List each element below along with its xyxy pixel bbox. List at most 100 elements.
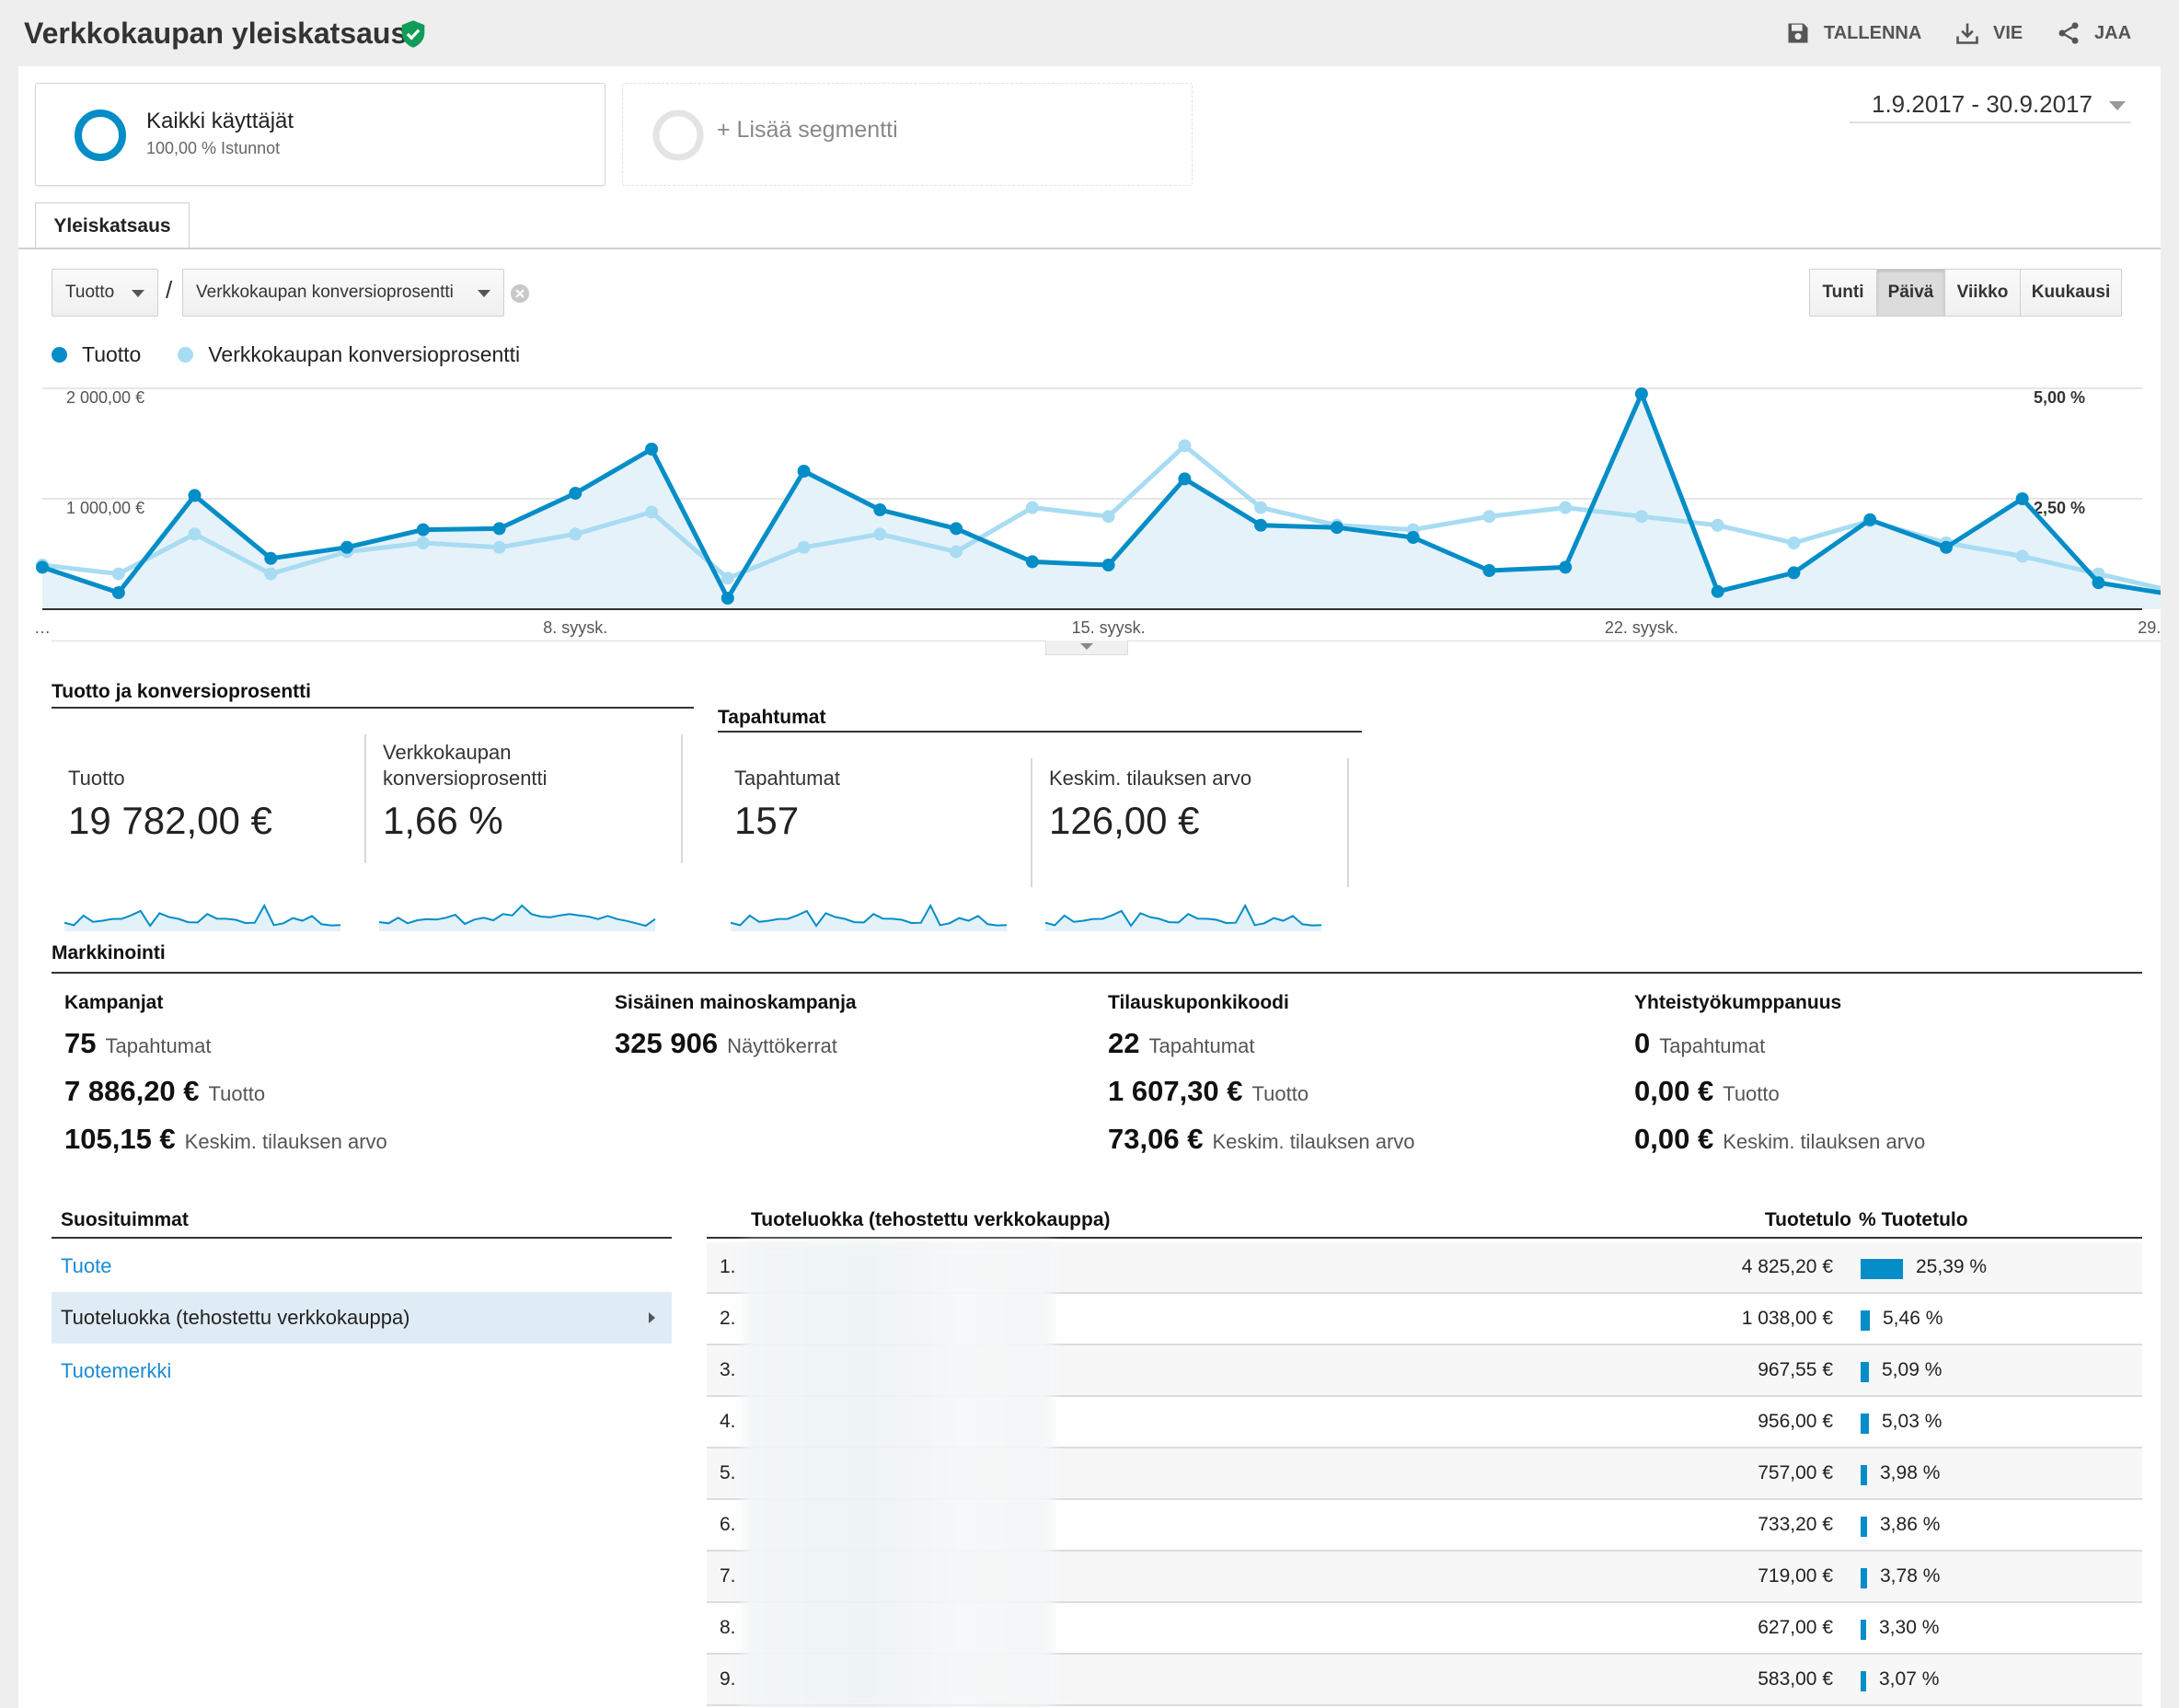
y-axis-left-tick-label: 1 000,00 € xyxy=(66,499,144,517)
tab-overview[interactable]: Yleiskatsaus xyxy=(35,202,190,248)
row-percent: 5,03 % xyxy=(1882,1411,1943,1432)
marketing-stat-value: 73,06 € xyxy=(1108,1123,1204,1155)
data-point-revenue xyxy=(721,592,734,605)
download-icon xyxy=(1956,23,1978,44)
add-segment-button[interactable]: + Lisää segmentti xyxy=(622,83,1193,186)
marketing-stat-value: 7 886,20 € xyxy=(64,1075,200,1107)
data-point-conversion xyxy=(416,537,430,549)
table-row[interactable]: 4. 956,00 € 5,03 % xyxy=(707,1397,2142,1448)
share-icon xyxy=(2058,22,2079,44)
x-axis-tick-label: … xyxy=(34,618,51,637)
marketing-stat-label: Tuotto xyxy=(1251,1082,1309,1105)
data-point-revenue xyxy=(264,551,278,565)
data-point-conversion xyxy=(188,527,202,541)
scorecard-transactions[interactable]: Tapahtumat 157 xyxy=(718,744,1031,955)
scorecard-label: Verkkokaupan konversioprosentti xyxy=(383,741,548,790)
scorecard-label: Keskim. tilauksen arvo xyxy=(1049,767,1252,790)
top-list-item-label: Tuoteluokka (tehostettu verkkokauppa) xyxy=(61,1306,410,1329)
data-point-conversion xyxy=(950,545,963,559)
table-header-percent[interactable]: % Tuotetulo xyxy=(1859,1209,1968,1230)
scorecard-divider xyxy=(1347,758,1349,887)
granularity-day-button[interactable]: Päivä xyxy=(1876,270,1944,316)
table-row[interactable]: 2. 1 038,00 € 5,46 % xyxy=(707,1294,2142,1345)
marketing-stat-label: Tuotto xyxy=(208,1082,266,1105)
row-percent-bar xyxy=(1861,1259,1903,1279)
data-point-revenue xyxy=(1101,559,1115,571)
data-point-revenue xyxy=(1559,560,1573,574)
share-button[interactable]: JAA xyxy=(2056,18,2131,48)
granularity-month-button[interactable]: Kuukausi xyxy=(2020,270,2121,316)
marketing-stat-value: 0 xyxy=(1634,1027,1651,1059)
scorecard-value: 1,66 % xyxy=(383,799,503,842)
table-header-category[interactable]: Tuoteluokka (tehostettu verkkokauppa) xyxy=(751,1209,1111,1230)
marketing-stat: 105,15 € Keskim. tilauksen arvo xyxy=(64,1123,387,1171)
segment-all-users[interactable]: Kaikki käyttäjät 100,00 % Istunnot xyxy=(35,83,605,186)
row-index: 1. xyxy=(720,1256,736,1277)
legend-item-revenue[interactable]: Tuotto xyxy=(52,342,141,367)
legend-item-conversion[interactable]: Verkkokaupan konversioprosentti xyxy=(178,342,520,367)
row-percent: 3,98 % xyxy=(1880,1462,1941,1483)
export-button[interactable]: VIE xyxy=(1954,18,2023,48)
table-row[interactable]: 8. 627,00 € 3,30 % xyxy=(707,1603,2142,1655)
data-point-revenue xyxy=(1482,564,1496,577)
data-point-revenue xyxy=(1940,540,1953,554)
chart-collapse-handle[interactable] xyxy=(1045,640,1128,655)
data-point-revenue xyxy=(1634,387,1648,400)
legend-dot-conversion xyxy=(178,347,194,363)
share-label: JAA xyxy=(2094,22,2132,43)
data-point-conversion xyxy=(1178,439,1192,453)
marketing-stat-label: Keskim. tilauksen arvo xyxy=(1212,1130,1415,1153)
scorecard-revenue[interactable]: Tuotto 19 782,00 € xyxy=(52,744,366,955)
segment-ring-icon xyxy=(75,110,126,161)
marketing-col-title: Yhteistyökumppanuus xyxy=(1634,992,1842,1013)
data-point-conversion xyxy=(1634,510,1648,524)
marketing-stat-value: 105,15 € xyxy=(64,1123,176,1155)
row-index: 2. xyxy=(720,1308,736,1329)
row-revenue: 627,00 € xyxy=(1758,1617,1833,1638)
table-row[interactable]: 6. 733,20 € 3,86 % xyxy=(707,1500,2142,1552)
secondary-metric-select[interactable]: Verkkokaupan konversioprosentti xyxy=(182,269,504,317)
marketing-stat-label: Keskim. tilauksen arvo xyxy=(184,1130,387,1153)
data-point-revenue xyxy=(416,523,430,537)
data-point-revenue xyxy=(873,503,887,516)
row-index: 6. xyxy=(720,1514,736,1535)
x-axis-tick-label: 29. syysk. xyxy=(2138,618,2161,637)
scorecard-conversion-rate[interactable]: Verkkokaupan konversioprosentti 1,66 % xyxy=(366,741,688,955)
time-granularity-toggle: Tunti Päivä Viikko Kuukausi xyxy=(1809,269,2122,317)
row-percent-bar xyxy=(1861,1362,1869,1382)
marketing-stat-label: Tuotto xyxy=(1723,1082,1780,1105)
top-list-item-product-category[interactable]: Tuoteluokka (tehostettu verkkokauppa) xyxy=(52,1292,672,1344)
date-range-picker[interactable]: 1.9.2017 - 30.9.2017 xyxy=(1850,87,2131,123)
row-revenue: 757,00 € xyxy=(1758,1462,1833,1483)
sparkline xyxy=(379,904,656,931)
data-point-revenue xyxy=(492,522,506,536)
top-list-item-product-brand[interactable]: Tuotemerkki xyxy=(61,1359,172,1382)
top-list-title: Suosituimmat xyxy=(61,1209,189,1230)
data-point-conversion xyxy=(569,527,582,541)
top-list-item-product[interactable]: Tuote xyxy=(61,1254,112,1277)
data-point-conversion xyxy=(1101,510,1115,524)
marketing-stat-value: 0,00 € xyxy=(1634,1075,1714,1107)
data-point-revenue xyxy=(36,560,49,574)
granularity-week-button[interactable]: Viikko xyxy=(1944,270,2020,316)
section-title-revenue-conversion: Tuotto ja konversioprosentti xyxy=(52,681,311,702)
primary-metric-select[interactable]: Tuotto xyxy=(52,269,158,317)
marketing-stat-label: Tapahtumat xyxy=(105,1034,212,1057)
scorecard-avg-order-value[interactable]: Keskim. tilauksen arvo 126,00 € xyxy=(1032,744,1355,955)
marketing-stat: 325 906 Näyttökerrat xyxy=(615,1027,857,1075)
save-button[interactable]: TALLENNA xyxy=(1785,18,1921,48)
data-point-conversion xyxy=(1254,501,1268,514)
marketing-internal-promotion: Sisäinen mainoskampanja 325 906 Näyttöker… xyxy=(615,992,857,1075)
table-header-revenue[interactable]: Tuotetulo xyxy=(1764,1209,1851,1230)
marketing-stat: 0,00 € Keskim. tilauksen arvo xyxy=(1634,1123,1925,1171)
scorecard-label: Tuotto xyxy=(68,767,125,790)
export-label: VIE xyxy=(1993,22,2023,43)
row-revenue: 719,00 € xyxy=(1758,1565,1833,1587)
marketing-col-title: Kampanjat xyxy=(64,992,164,1013)
data-point-conversion xyxy=(645,505,659,519)
clear-metric-icon[interactable] xyxy=(510,283,530,304)
granularity-hour-button[interactable]: Tunti xyxy=(1810,270,1876,316)
save-label: TALLENNA xyxy=(1824,22,1922,43)
add-segment-label: + Lisää segmentti xyxy=(717,117,898,143)
segment-empty-ring-icon xyxy=(652,110,704,161)
